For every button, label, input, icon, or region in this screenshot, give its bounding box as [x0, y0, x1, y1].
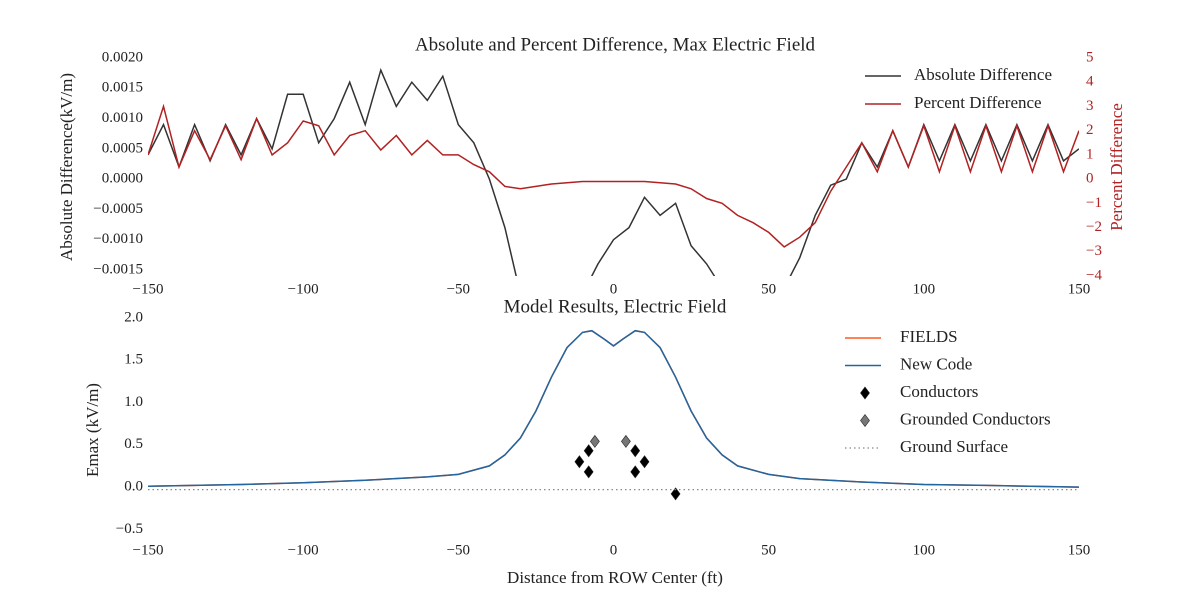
- y-tick-label: 2.0: [124, 309, 143, 325]
- y2-tick-label: 2: [1086, 122, 1094, 138]
- y2-tick-label: 1: [1086, 146, 1094, 162]
- y-tick-label: −0.0010: [93, 231, 143, 247]
- y-tick-label: 0.5: [124, 436, 143, 452]
- y2-tick-label: 4: [1086, 74, 1094, 90]
- x-axis-label: Distance from ROW Center (ft): [507, 568, 723, 587]
- x-tick-label: 0: [610, 542, 618, 558]
- legend-label: Ground Surface: [900, 437, 1008, 456]
- x-tick-label: −150: [133, 281, 164, 297]
- y2-tick-label: −3: [1086, 243, 1102, 259]
- y-tick-label: −0.0005: [93, 201, 143, 217]
- conductor-marker: [583, 465, 594, 479]
- legend-label: Grounded Conductors: [900, 409, 1051, 428]
- y2-tick-label: 3: [1086, 98, 1094, 114]
- y2-tick-label: −1: [1086, 195, 1102, 211]
- chart-title: Absolute and Percent Difference, Max Ele…: [415, 34, 816, 55]
- y2-tick-label: 0: [1086, 171, 1094, 187]
- y-tick-label: 0.0020: [102, 49, 143, 65]
- y-tick-label: 0.0015: [102, 80, 143, 96]
- y-tick-label: 1.0: [124, 394, 143, 410]
- x-tick-label: −100: [288, 542, 319, 558]
- plot-area: [148, 67, 1079, 276]
- x-tick-label: −150: [133, 542, 164, 558]
- x-tick-label: 50: [761, 281, 776, 297]
- x-tick-label: 150: [1068, 542, 1091, 558]
- x-tick-label: −100: [288, 281, 319, 297]
- conductor-marker: [639, 455, 650, 469]
- x-tick-label: −50: [447, 281, 470, 297]
- conductor-marker: [583, 444, 594, 458]
- y2-tick-label: −4: [1086, 267, 1102, 283]
- legend-label: Conductors: [900, 382, 978, 401]
- plot-area: [148, 329, 1079, 501]
- y2-tick-label: 5: [1086, 49, 1094, 65]
- y-tick-label: 0.0005: [102, 140, 143, 156]
- conductor-marker: [574, 455, 585, 469]
- legend-label: Percent Difference: [914, 93, 1042, 112]
- y-tick-label: −0.5: [116, 521, 143, 537]
- y2-tick-label: −2: [1086, 219, 1102, 235]
- conductor-marker: [590, 434, 600, 448]
- y-tick-label: 0.0010: [102, 110, 143, 126]
- conductor-marker: [630, 444, 641, 458]
- legend-label: New Code: [900, 354, 972, 373]
- y-tick-label: 0.0000: [102, 171, 143, 187]
- series-line: [148, 103, 1079, 248]
- x-tick-label: 150: [1068, 281, 1091, 297]
- x-tick-label: 50: [761, 542, 776, 558]
- y-tick-label: −0.0015: [93, 261, 143, 277]
- series-line: [148, 329, 1079, 488]
- y-tick-label: 0.0: [124, 478, 143, 494]
- x-tick-label: −50: [447, 542, 470, 558]
- y-axis-label: Absolute Difference(kV/m): [57, 73, 76, 261]
- y-tick-label: 1.5: [124, 352, 143, 368]
- legend-marker: [860, 414, 870, 427]
- x-tick-label: 0: [610, 281, 618, 297]
- conductor-marker: [670, 487, 681, 501]
- x-tick-label: 100: [913, 281, 936, 297]
- legend-label: Absolute Difference: [914, 65, 1052, 84]
- y-axis-label: Emax (kV/m): [83, 383, 102, 477]
- legend-marker: [860, 386, 870, 400]
- chart-title: Model Results, Electric Field: [504, 296, 727, 317]
- legend-label: FIELDS: [900, 327, 958, 346]
- conductor-marker: [621, 434, 631, 448]
- conductor-marker: [630, 465, 641, 479]
- x-tick-label: 100: [913, 542, 936, 558]
- y2-axis-label: Percent Difference: [1107, 103, 1126, 231]
